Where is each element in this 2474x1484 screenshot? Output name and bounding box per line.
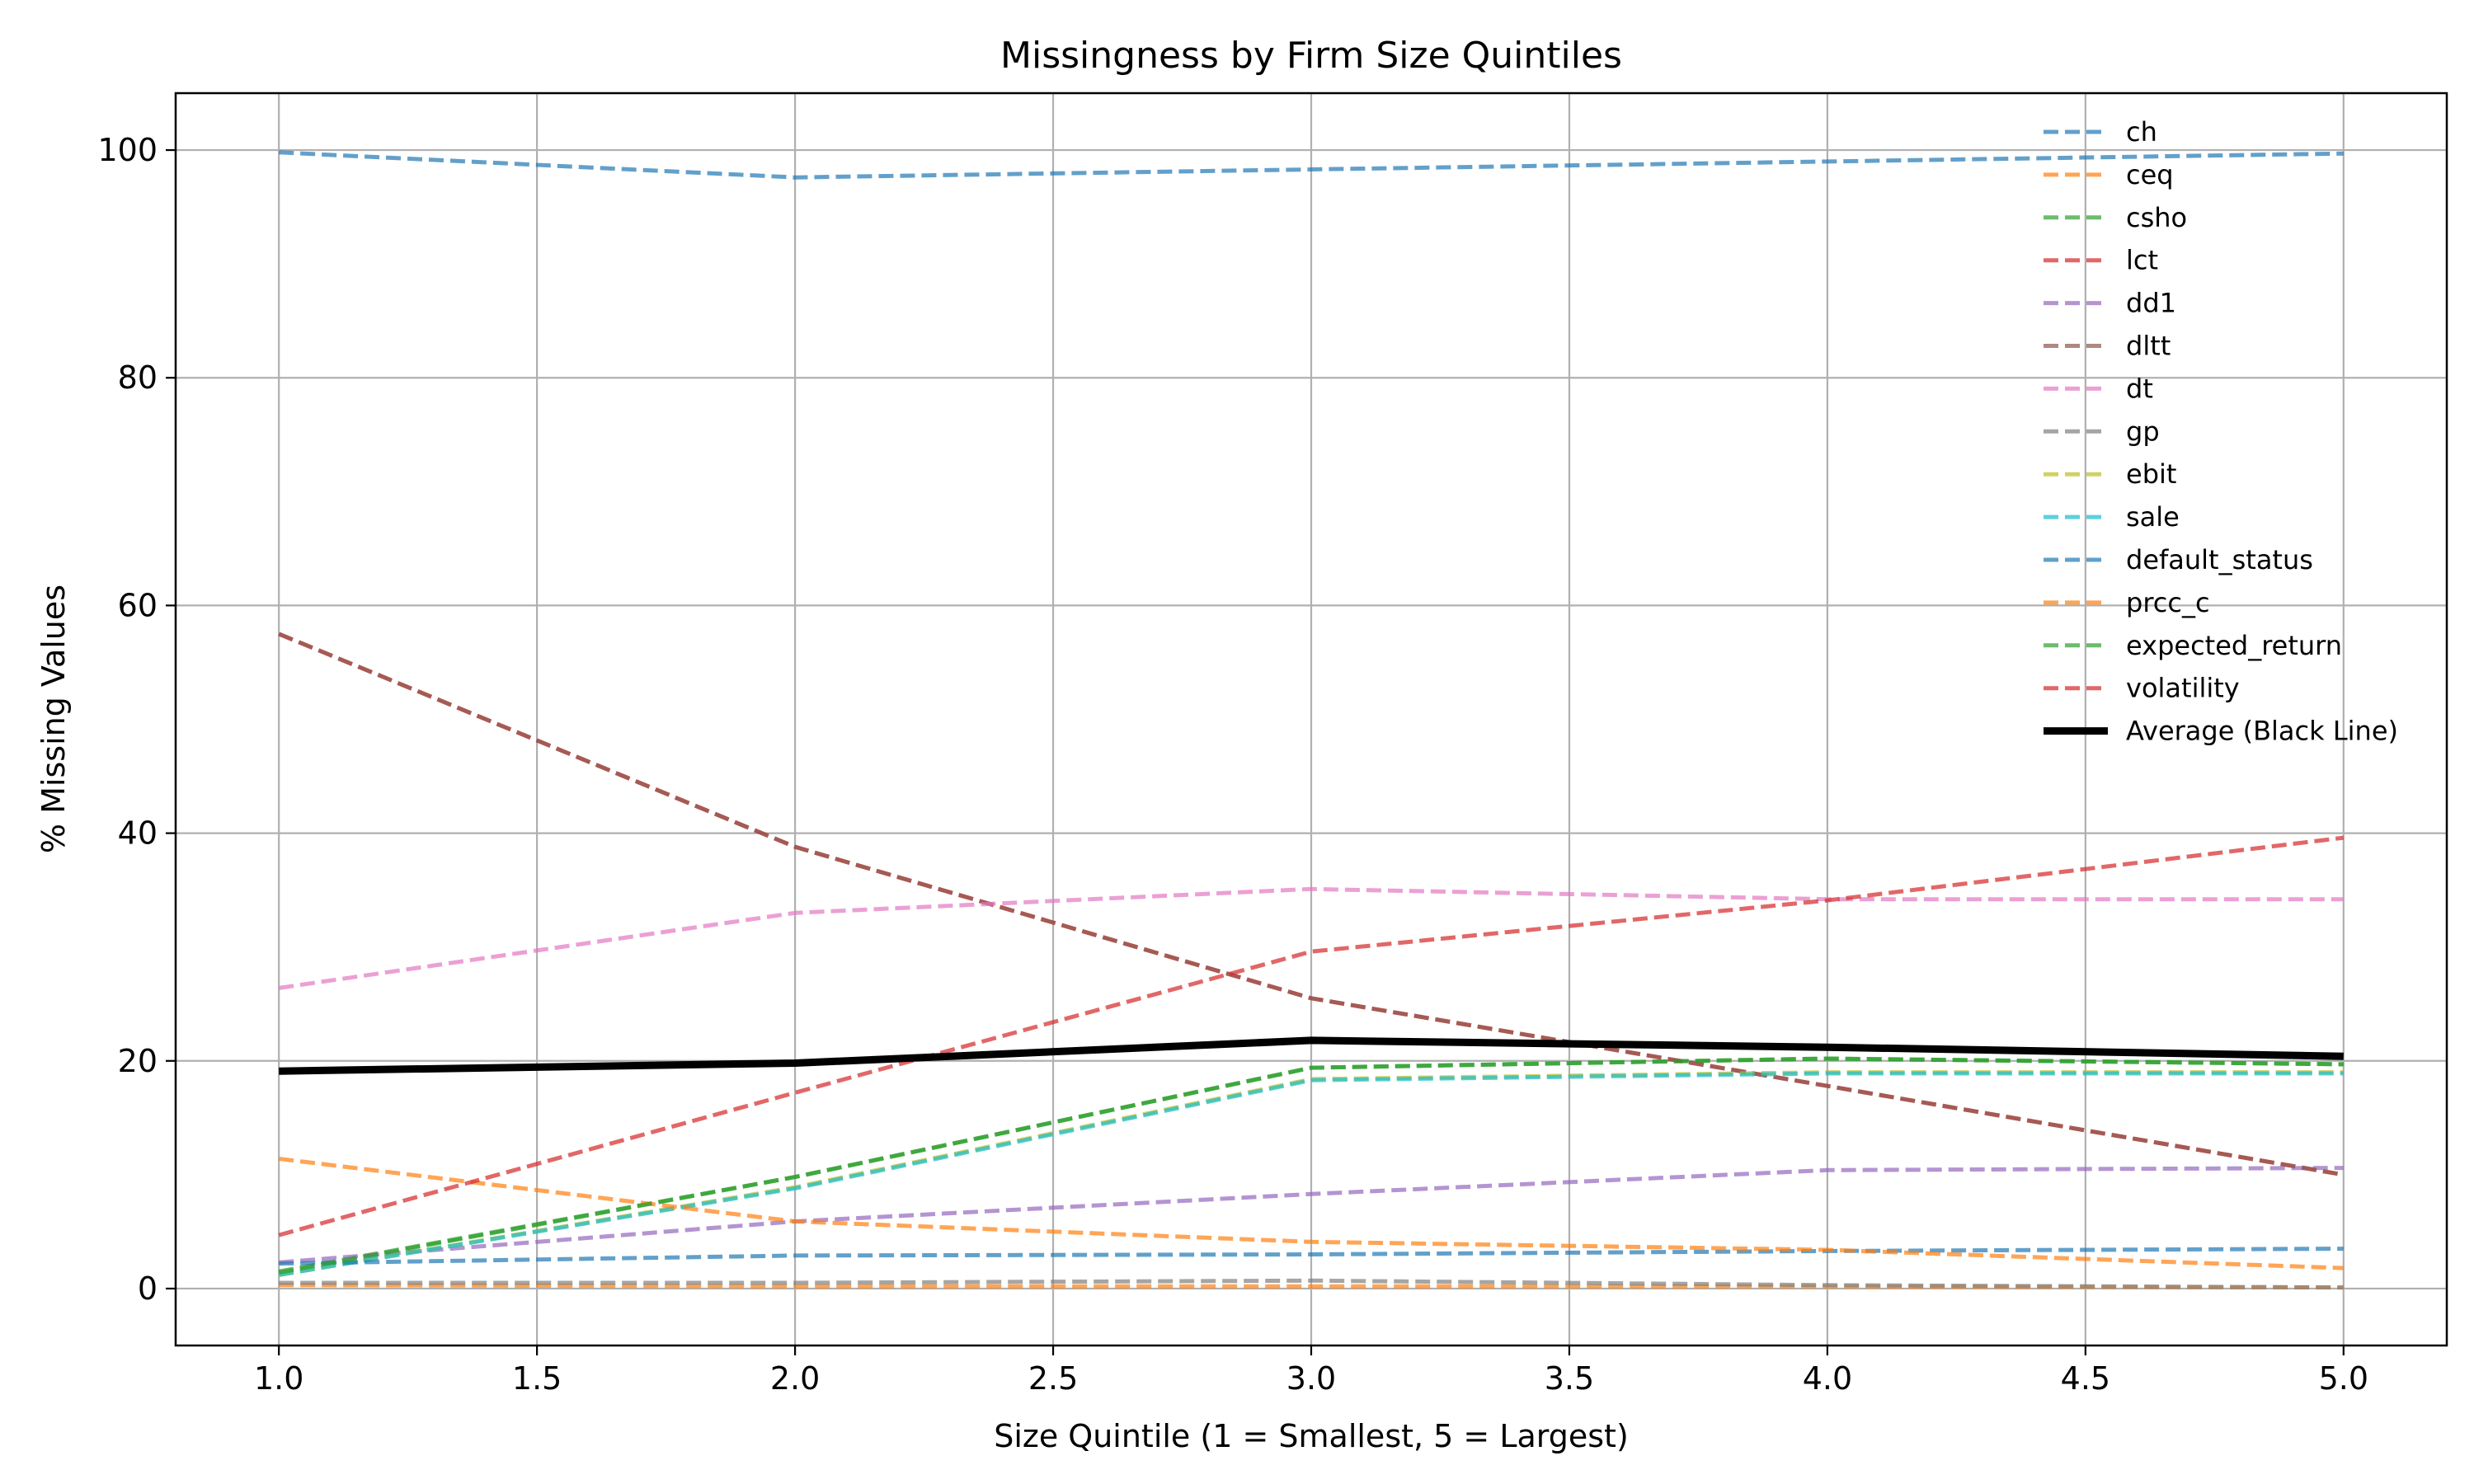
y-tick-label: 40 (118, 815, 158, 852)
legend-label: dd1 (2126, 288, 2176, 319)
y-tick-label: 80 (118, 359, 158, 396)
y-tick-label: 100 (97, 132, 158, 168)
legend-label: lct (2126, 245, 2158, 276)
series-line-sale (278, 1071, 2344, 1277)
x-axis-label: Size Quintile (1 = Smallest, 5 = Largest… (994, 1418, 1629, 1454)
legend-label: dltt (2126, 331, 2171, 362)
legend-label: csho (2126, 202, 2187, 233)
x-tick-label: 5.0 (2319, 1360, 2368, 1397)
series-line-dd1 (279, 1166, 2344, 1265)
x-tick-label: 1.0 (254, 1360, 303, 1397)
x-tick-label: 1.5 (512, 1360, 562, 1397)
series-line-dltt (278, 632, 2345, 1177)
legend-label: ceq (2126, 159, 2174, 190)
y-tick-label: 60 (118, 587, 158, 623)
legend-label: ebit (2126, 458, 2176, 490)
legend-label: ch (2126, 116, 2157, 148)
series-line-dt (278, 886, 2344, 990)
series-line-default-status (279, 1247, 2344, 1266)
series-line-expected-return (278, 1056, 2344, 1275)
legend-label: default_status (2126, 544, 2313, 575)
legend-label: volatility (2126, 673, 2240, 704)
x-tick-label: 3.0 (1286, 1360, 1336, 1397)
series-line-average (279, 1036, 2344, 1075)
chart-title: Missingness by Firm Size Quintiles (1000, 35, 1622, 77)
y-tick-label: 0 (138, 1270, 158, 1307)
series-line-prcc-c (278, 1157, 2344, 1270)
series-line-volatility (278, 835, 2345, 1237)
x-tick-label: 3.5 (1545, 1360, 1594, 1397)
legend-label: expected_return (2126, 630, 2342, 661)
x-tick-label: 2.0 (770, 1360, 820, 1397)
legend: ch ceq csho lct dd1 dltt dt gp ebit sale default_s… (2044, 116, 2398, 747)
legend-label: prcc_c (2126, 587, 2210, 618)
series-line-gp (279, 1278, 2344, 1290)
x-tick-label: 4.0 (1803, 1360, 1852, 1397)
y-tick-label: 20 (118, 1043, 158, 1079)
series-line-ch (279, 150, 2344, 180)
y-axis-label: % Missing Values (35, 585, 72, 853)
legend-label: gp (2126, 416, 2160, 447)
x-tick-label: 2.5 (1028, 1360, 1078, 1397)
legend-label: Average (Black Line) (2126, 716, 2398, 747)
x-tick-label: 4.5 (2061, 1360, 2110, 1397)
series-lines (278, 150, 2345, 1290)
legend-label: sale (2126, 501, 2180, 533)
axis-ticks: 1.0 1.5 2.0 2.5 3.0 3.5 4.0 4.5 5.0 0 20 40 60 80 100 (97, 132, 2368, 1397)
legend-label: dt (2126, 373, 2153, 404)
